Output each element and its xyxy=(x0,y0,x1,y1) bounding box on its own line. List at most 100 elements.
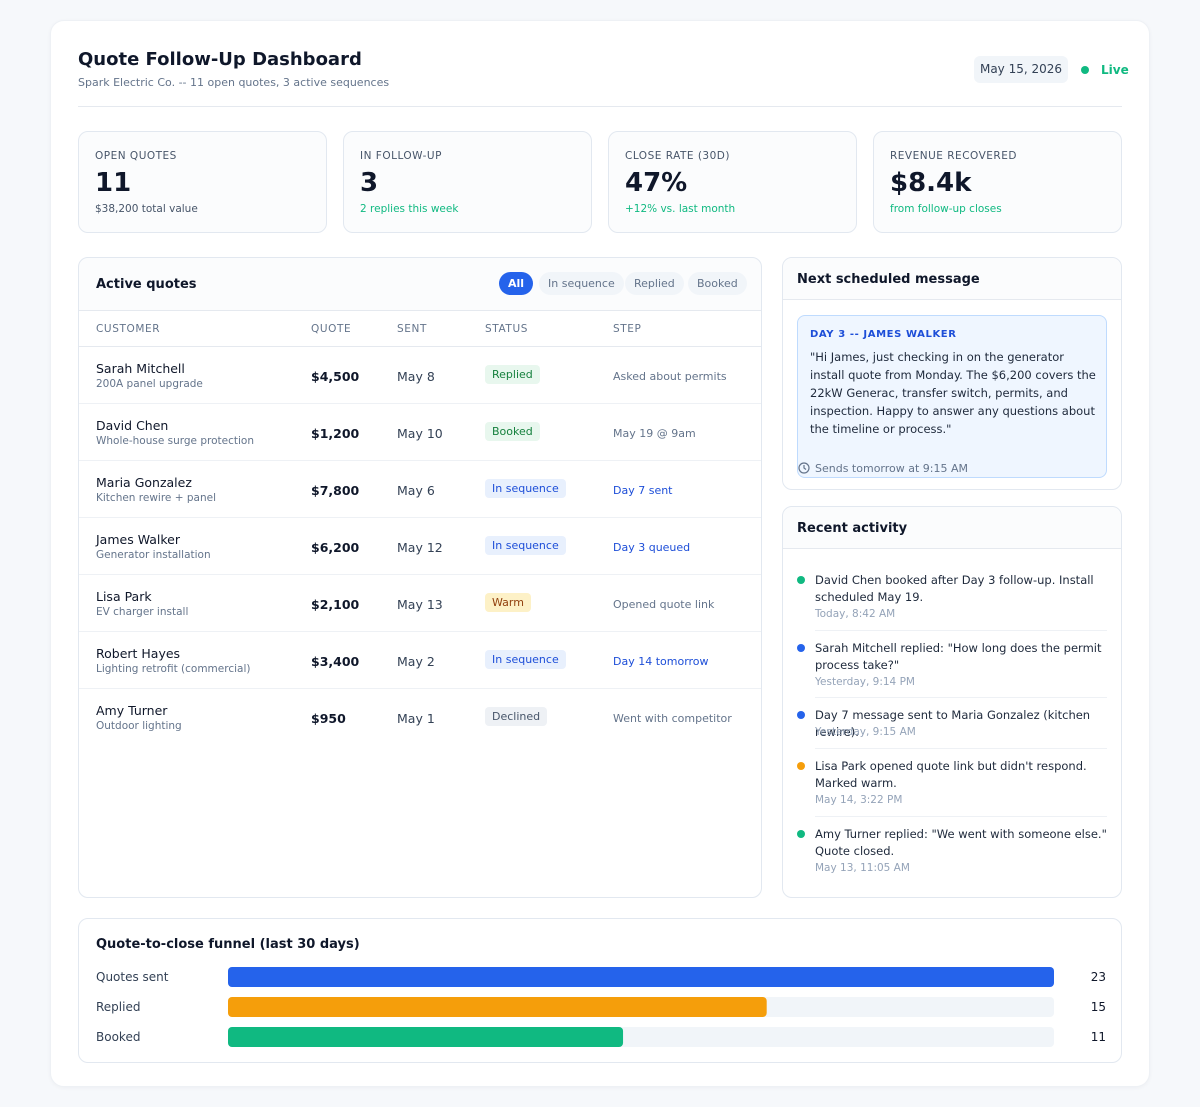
filter-pill[interactable]: All xyxy=(499,272,534,295)
customer-detail: Lighting retrofit (commercial) xyxy=(96,663,251,675)
clock-icon xyxy=(798,462,810,474)
live-dot xyxy=(1081,66,1089,74)
customer-name: James Walker xyxy=(96,532,181,547)
activity-text: Lisa Park opened quote link but didn't r… xyxy=(815,759,1087,790)
customer-name: Lisa Park xyxy=(96,589,152,604)
stat-card: CLOSE RATE (30D) 47% +12% vs. last month xyxy=(608,131,857,233)
step: May 19 @ 9am xyxy=(613,427,696,440)
stat-value: 47% xyxy=(625,168,688,198)
section-title: Next scheduled message xyxy=(797,272,980,287)
stat-note: $38,200 total value xyxy=(95,203,198,215)
stat-label: OPEN QUOTES xyxy=(95,150,177,162)
section-title: Quote-to-close funnel (last 30 days) xyxy=(96,937,360,952)
funnel-bar xyxy=(228,1027,624,1047)
customer-name: Robert Hayes xyxy=(96,646,181,661)
sent-date: May 2 xyxy=(397,654,435,669)
customer-name: Sarah Mitchell xyxy=(96,361,185,376)
message-body: "Hi James, just checking in on the gener… xyxy=(810,350,1096,436)
table-row: Amy Turner Outdoor lighting $950 May 1 Decli… xyxy=(79,689,761,746)
divider xyxy=(815,748,1107,749)
status-badge: Declined xyxy=(485,707,548,726)
stat-value: 3 xyxy=(360,168,379,198)
stat-card: OPEN QUOTES 11 $38,200 total value xyxy=(78,131,327,233)
activity-dot xyxy=(797,762,805,770)
status-badge: In sequence xyxy=(485,479,566,498)
activity-dot xyxy=(797,576,805,584)
table-row: Maria Gonzalez Kitchen rewire + panel $7,8… xyxy=(79,461,761,518)
section-title: Active quotes xyxy=(96,277,197,292)
column-header: STEP xyxy=(613,323,642,335)
stat-value: $8.4k xyxy=(890,168,972,198)
customer-name: Amy Turner xyxy=(96,703,168,718)
title: Quote Follow-Up Dashboard xyxy=(78,49,362,70)
stat-value: 11 xyxy=(95,168,132,198)
activity-card: Recent activity David Chen booked after … xyxy=(782,506,1122,898)
quote-amount: $950 xyxy=(311,711,346,726)
status-badge: Replied xyxy=(485,365,540,384)
column-header: STATUS xyxy=(485,323,528,335)
filter-pill[interactable]: In sequence xyxy=(539,272,624,295)
sent-date: May 10 xyxy=(397,426,443,441)
activity-dot xyxy=(797,711,805,719)
date-badge: May 15, 2026 xyxy=(974,56,1068,83)
divider xyxy=(79,346,761,347)
stat-card: REVENUE RECOVERED $8.4k from follow-up clo… xyxy=(873,131,1122,233)
activity-dot xyxy=(797,830,805,838)
funnel-card: Quote-to-close funnel (last 30 days) Quo… xyxy=(78,918,1122,1063)
customer-name: David Chen xyxy=(96,418,169,433)
message-label: DAY 3 -- JAMES WALKER xyxy=(810,329,957,340)
funnel-label: Quotes sent xyxy=(96,970,169,984)
step: Day 3 queued xyxy=(613,541,691,554)
quote-amount: $1,200 xyxy=(311,426,360,441)
customer-detail: Kitchen rewire + panel xyxy=(96,492,217,504)
funnel-label: Replied xyxy=(96,1000,140,1014)
quotes-card: Active quotes CUSTOMER QUOTE SENT STATUS STE… xyxy=(78,257,762,898)
activity-text: Sarah Mitchell replied: "How long does t… xyxy=(815,641,1102,672)
table-row: James Walker Generator installation $6,200… xyxy=(79,518,761,575)
step: Opened quote link xyxy=(613,598,715,611)
filter-pill[interactable]: Booked xyxy=(688,272,747,295)
table-row: Sarah Mitchell 200A panel upgrade $4,500 Ma… xyxy=(79,347,761,404)
next-message-card: Next scheduled message DAY 3 -- JAMES WA… xyxy=(782,257,1122,490)
subtitle: Spark Electric Co. -- 11 open quotes, 3 … xyxy=(78,76,390,89)
card-header xyxy=(783,258,1121,300)
stat-note: 2 replies this week xyxy=(360,203,459,215)
live-status: Live xyxy=(1101,63,1129,77)
sent-date: May 6 xyxy=(397,483,435,498)
activity-text: David Chen booked after Day 3 follow-up.… xyxy=(815,573,1094,604)
table-row: Lisa Park EV charger install $2,100 May 13 W… xyxy=(79,575,761,632)
table-row: David Chen Whole-house surge protection $1… xyxy=(79,404,761,461)
activity-text: Day 7 message sent to Maria Gonzalez (ki… xyxy=(815,708,1091,739)
activity-dot xyxy=(797,644,805,652)
section-title: Recent activity xyxy=(797,521,908,536)
divider xyxy=(78,106,1122,107)
quote-amount: $7,800 xyxy=(311,483,360,498)
funnel-value: 23 xyxy=(1091,970,1106,984)
quote-amount: $3,400 xyxy=(311,654,360,669)
funnel-value: 11 xyxy=(1091,1030,1106,1044)
sent-date: May 8 xyxy=(397,369,435,384)
divider xyxy=(79,310,761,311)
message-footer: Sends tomorrow at 9:15 AM xyxy=(815,462,969,475)
column-header: CUSTOMER xyxy=(96,323,161,335)
status-badge: Booked xyxy=(485,422,540,441)
customer-detail: Generator installation xyxy=(96,549,211,561)
activity-text: Amy Turner replied: "We went with someon… xyxy=(815,827,1107,858)
column-header: SENT xyxy=(397,323,427,335)
funnel-bar xyxy=(228,967,1054,987)
table-row: Robert Hayes Lighting retrofit (commercia… xyxy=(79,632,761,689)
divider xyxy=(815,630,1107,631)
activity-time: Today, 8:42 AM xyxy=(815,608,896,620)
divider xyxy=(815,697,1107,698)
step: Went with competitor xyxy=(613,712,732,725)
stat-note: +12% vs. last month xyxy=(625,203,736,215)
activity-time: Yesterday, 9:15 AM xyxy=(815,726,916,738)
funnel-value: 15 xyxy=(1091,1000,1106,1014)
stat-label: CLOSE RATE (30D) xyxy=(625,150,730,162)
stat-note: from follow-up closes xyxy=(890,203,1002,215)
customer-name: Maria Gonzalez xyxy=(96,475,192,490)
funnel-chart: Quotes sent 23 Replied 15 Booked 11 xyxy=(96,967,1106,1047)
filter-pill[interactable]: Replied xyxy=(625,272,684,295)
customer-detail: 200A panel upgrade xyxy=(96,378,203,390)
